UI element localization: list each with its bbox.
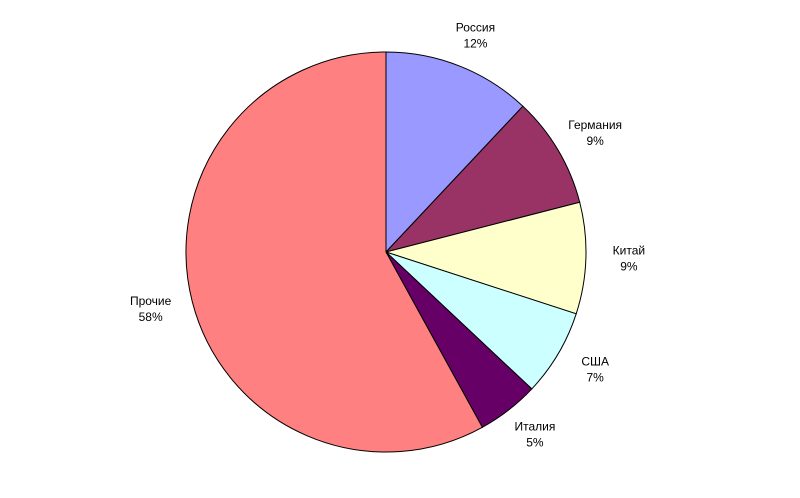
slice-label: Германия <box>568 118 622 132</box>
slice-label: Россия <box>456 20 495 34</box>
pie-slice <box>185 51 484 453</box>
pie-slice <box>385 51 524 254</box>
slice-value-label: 12% <box>463 36 487 50</box>
pie-slice <box>384 105 581 253</box>
slice-label: Китай <box>613 243 645 257</box>
slice-value-label: 7% <box>586 370 604 384</box>
pie-slice <box>384 201 587 315</box>
slice-value-label: 9% <box>586 134 604 148</box>
slice-label: США <box>581 354 609 368</box>
slice-label: Прочие <box>130 294 172 308</box>
slice-value-label: 58% <box>139 310 163 324</box>
slice-value-label: 5% <box>526 435 544 449</box>
slice-value-label: 9% <box>620 259 638 273</box>
slice-label: Италия <box>514 419 555 433</box>
